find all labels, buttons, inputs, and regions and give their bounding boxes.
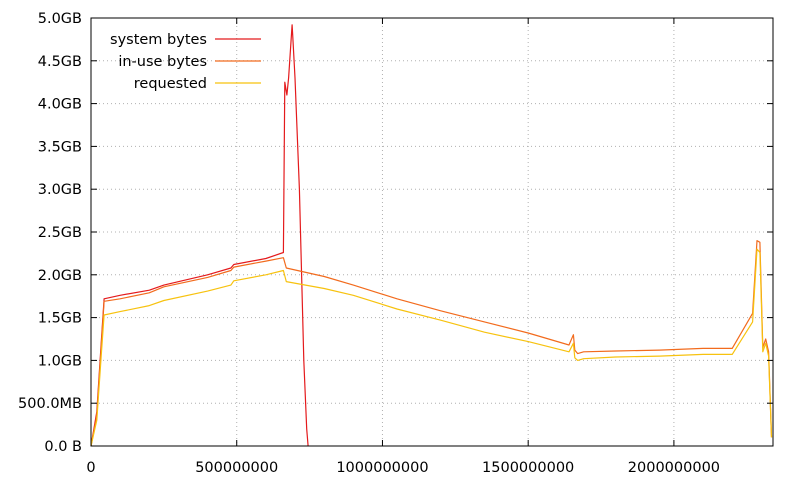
y-tick-label: 3.5GB (38, 139, 82, 155)
series-line-2 (90, 248, 773, 447)
y-tick-label: 1.5GB (38, 311, 82, 327)
y-tick-label: 2.5GB (38, 225, 82, 241)
x-tick-label: 1000000000 (336, 460, 428, 476)
legend-label-1: in-use bytes (118, 54, 207, 70)
x-tick-label: 2000000000 (628, 460, 720, 476)
y-tick-label: 4.5GB (38, 54, 82, 70)
legend-label-0: system bytes (110, 32, 207, 48)
x-tick-label: 1500000000 (482, 460, 574, 476)
y-tick-label: 3.0GB (38, 182, 82, 198)
legend: system bytes in-use bytes requested (110, 32, 261, 92)
y-tick-label: 4.0GB (38, 97, 82, 113)
x-tick-label: 0 (86, 460, 95, 476)
y-tick-label: 5.0GB (38, 11, 82, 27)
y-tick-label: 0.0 B (44, 439, 82, 455)
series-lines (90, 24, 773, 447)
y-tick-label: 2.0GB (38, 268, 82, 284)
legend-label-2: requested (134, 76, 207, 92)
series-line-1 (90, 240, 773, 447)
axes: 0.0 B 500.0MB 1.0GB 1.5GB 2.0GB 2.5GB 3.0GB 3.5… (18, 11, 774, 476)
grid (91, 18, 773, 446)
x-tick-label: 500000000 (195, 460, 278, 476)
y-tick-label: 1.0GB (38, 353, 82, 369)
y-tick-label: 500.0MB (18, 396, 82, 412)
series-line-0 (90, 24, 309, 447)
